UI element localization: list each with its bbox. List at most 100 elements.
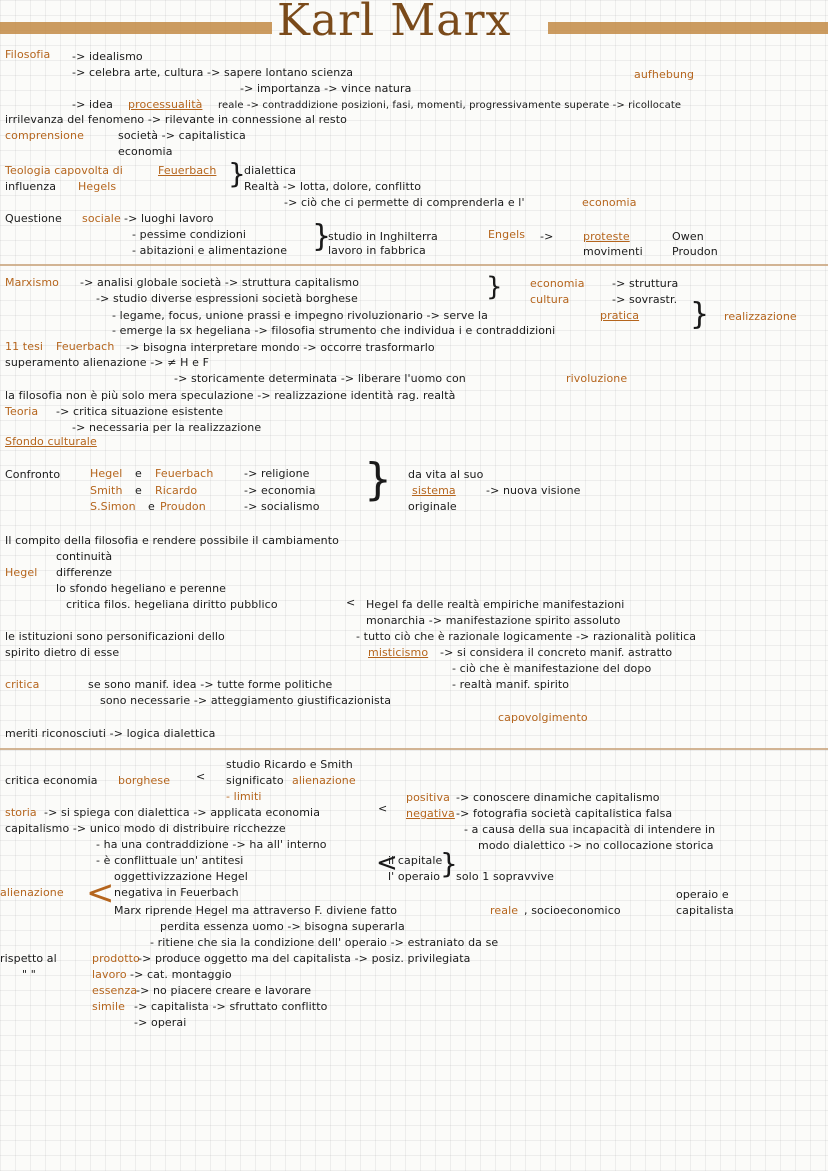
title-bar-right [548,22,828,34]
text-misticismo: misticismo [368,646,429,659]
text-capitalista: capitalista [676,904,734,917]
text-economia: economia [118,145,173,158]
text-borghese: borghese [118,774,171,787]
text-studio-espressioni: -> studio diverse espressioni società bo… [96,292,358,305]
divider-2 [0,748,828,750]
text-dialettica: dialettica [244,164,297,177]
text-sfondo-culturale: Sfondo culturale [5,435,97,448]
text-lt: < [346,596,356,609]
text-necessarie: sono necessarie -> atteggiamento giustif… [100,694,392,707]
text-fotografia: -> fotografia società capitalistica fals… [456,807,673,820]
text-sfondo-hegeliano: lo sfondo hegeliano e perenne [56,582,227,595]
text-lt-2: < [196,770,206,783]
text-teoria: Teoria [5,405,39,418]
text-sx-hegeliana: - emerge la sx hegeliana -> filosofia st… [112,324,556,337]
text-capitalismo: capitalismo -> unico modo di distribuire… [5,822,286,835]
text-cio: -> ciò che ci permette di comprenderla e… [284,196,525,209]
text-rispetto: rispetto al [0,952,57,965]
heading-filosofia: Filosofia [5,48,51,61]
text-marx-riprende: Marx riprende Hegel ma attraverso F. div… [114,904,398,917]
text-conflittuale: - è conflittuale un' antitesi [96,854,244,867]
text-ritiene: - ritiene che sia la condizione dell' op… [150,936,499,949]
text-monarchia: monarchia -> manifestazione spirito asso… [366,614,621,627]
text-meriti: meriti riconosciuti -> logica dialettica [5,727,216,740]
title-bar-left [0,22,272,34]
text-sociale: sociale [82,212,121,225]
text-critica-filos: critica filos. hegeliana diritto pubblic… [66,598,278,611]
text-operaio-e: operaio e [676,888,729,901]
text-comprensione: comprensione [5,129,84,142]
text-abitazioni: - abitazioni e alimentazione [132,244,288,257]
text-rivoluzione: rivoluzione [566,372,628,385]
brace-3: } [486,272,503,302]
text-bisogna: -> bisogna interpretare mondo -> occorre… [126,341,435,354]
text-conoscere: -> conoscere dinamiche capitalismo [456,791,660,804]
text-realizzazione: realizzazione [724,310,797,323]
text-istituzioni: le istituzioni sono personificazioni del… [5,630,225,643]
divider-1 [0,264,828,266]
text-operai: -> operai [134,1016,187,1029]
text-produce: -> produce oggetto ma del capitalista ->… [138,952,471,965]
text-studio-inghilterra: studio in Inghilterra [328,230,438,243]
text-cat-montaggio: -> cat. montaggio [130,968,232,981]
text-filosofia-speculazione: la filosofia non è più solo mera specula… [5,389,456,402]
text-ssimon: S.Simon [90,500,136,513]
text-confronto: Confronto [5,468,61,481]
text-idea: -> idea [72,98,113,111]
text-il-capitale: il capitale [388,854,443,867]
text-se-sono: se sono manif. idea -> tutte forme polit… [88,678,333,691]
text-economia-3: economia [530,277,585,290]
text-spirito: spirito dietro di esse [5,646,120,659]
text-luoghi-lavoro: -> luoghi lavoro [124,212,214,225]
text-11-tesi: 11 tesi [5,340,44,353]
text-sistema: sistema [412,484,456,497]
text-da-vita: da vita al suo [408,468,484,481]
brace-6: < [376,848,398,878]
text-economia-4: -> economia [244,484,316,497]
text-movimenti: movimenti [583,245,643,258]
text-importanza: -> importanza -> vince natura [240,82,412,95]
text-cultura: cultura [530,293,570,306]
text-pratica: pratica [600,309,640,322]
text-legame: - legame, focus, unione prassi e impegno… [112,309,488,322]
text-feuerbach-3: Feuerbach [155,467,214,480]
text-necessaria: -> necessaria per la realizzazione [72,421,262,434]
text-sopravvive: solo 1 sopravvive [456,870,554,883]
text-a-causa: - a causa della sua incapacità di intend… [464,823,716,836]
brace-7: } [440,847,458,880]
text-celebra: -> celebra arte, cultura -> sapere lonta… [72,66,354,79]
text-sovrastr: -> sovrastr. [612,293,678,306]
text-critica-situazione: -> critica situazione esistente [56,405,224,418]
text-hegel-realta: Hegel fa delle realtà empiriche manifest… [366,598,625,611]
text-significato: significato [226,774,284,787]
text-proudon-2: Proudon [160,500,206,513]
text-studio-ricardo: studio Ricardo e Smith [226,758,353,771]
text-socioeconomico: , socioeconomico [524,904,621,917]
page-title: Karl Marx [277,0,512,46]
text-proteste: proteste [583,230,630,243]
text-capovolgimento: capovolgimento [498,711,588,724]
text-idealismo: -> idealismo [72,50,143,63]
text-no-piacere: -> no piacere creare e lavorare [136,984,312,997]
text-modo-dialettico: modo dialettico -> no collocazione stori… [478,839,714,852]
text-religione: -> religione [244,467,310,480]
text-lt-3: < [378,802,388,815]
text-hegels: Hegels [78,180,117,193]
text-hegel-2: Hegel [5,566,38,579]
text-capitalista-sfruttato: -> capitalista -> sfruttato conflitto [134,1000,328,1013]
brace-1: } [228,157,246,190]
text-oggettivizzazione: oggettivizzazione Hegel [114,870,248,883]
text-proudon-1: Proudon [672,245,718,258]
text-e-3: e [148,500,155,513]
text-operaio: l' operaio [388,870,441,883]
text-critica-economia: critica economia [5,774,98,787]
text-compito: Il compito della filosofia e rendere pos… [5,534,339,547]
text-tutto-cio: - tutto ciò che è razionale logicamente … [356,630,697,643]
text-e-1: e [135,467,142,480]
text-prodotto: prodotto [92,952,140,965]
text-superamento: superamento alienazione -> ≠ H e F [5,356,209,369]
text-realta: Realtà -> lotta, dolore, conflitto [244,180,422,193]
text-positiva: positiva [406,791,450,804]
text-societa: società -> capitalistica [118,129,246,142]
